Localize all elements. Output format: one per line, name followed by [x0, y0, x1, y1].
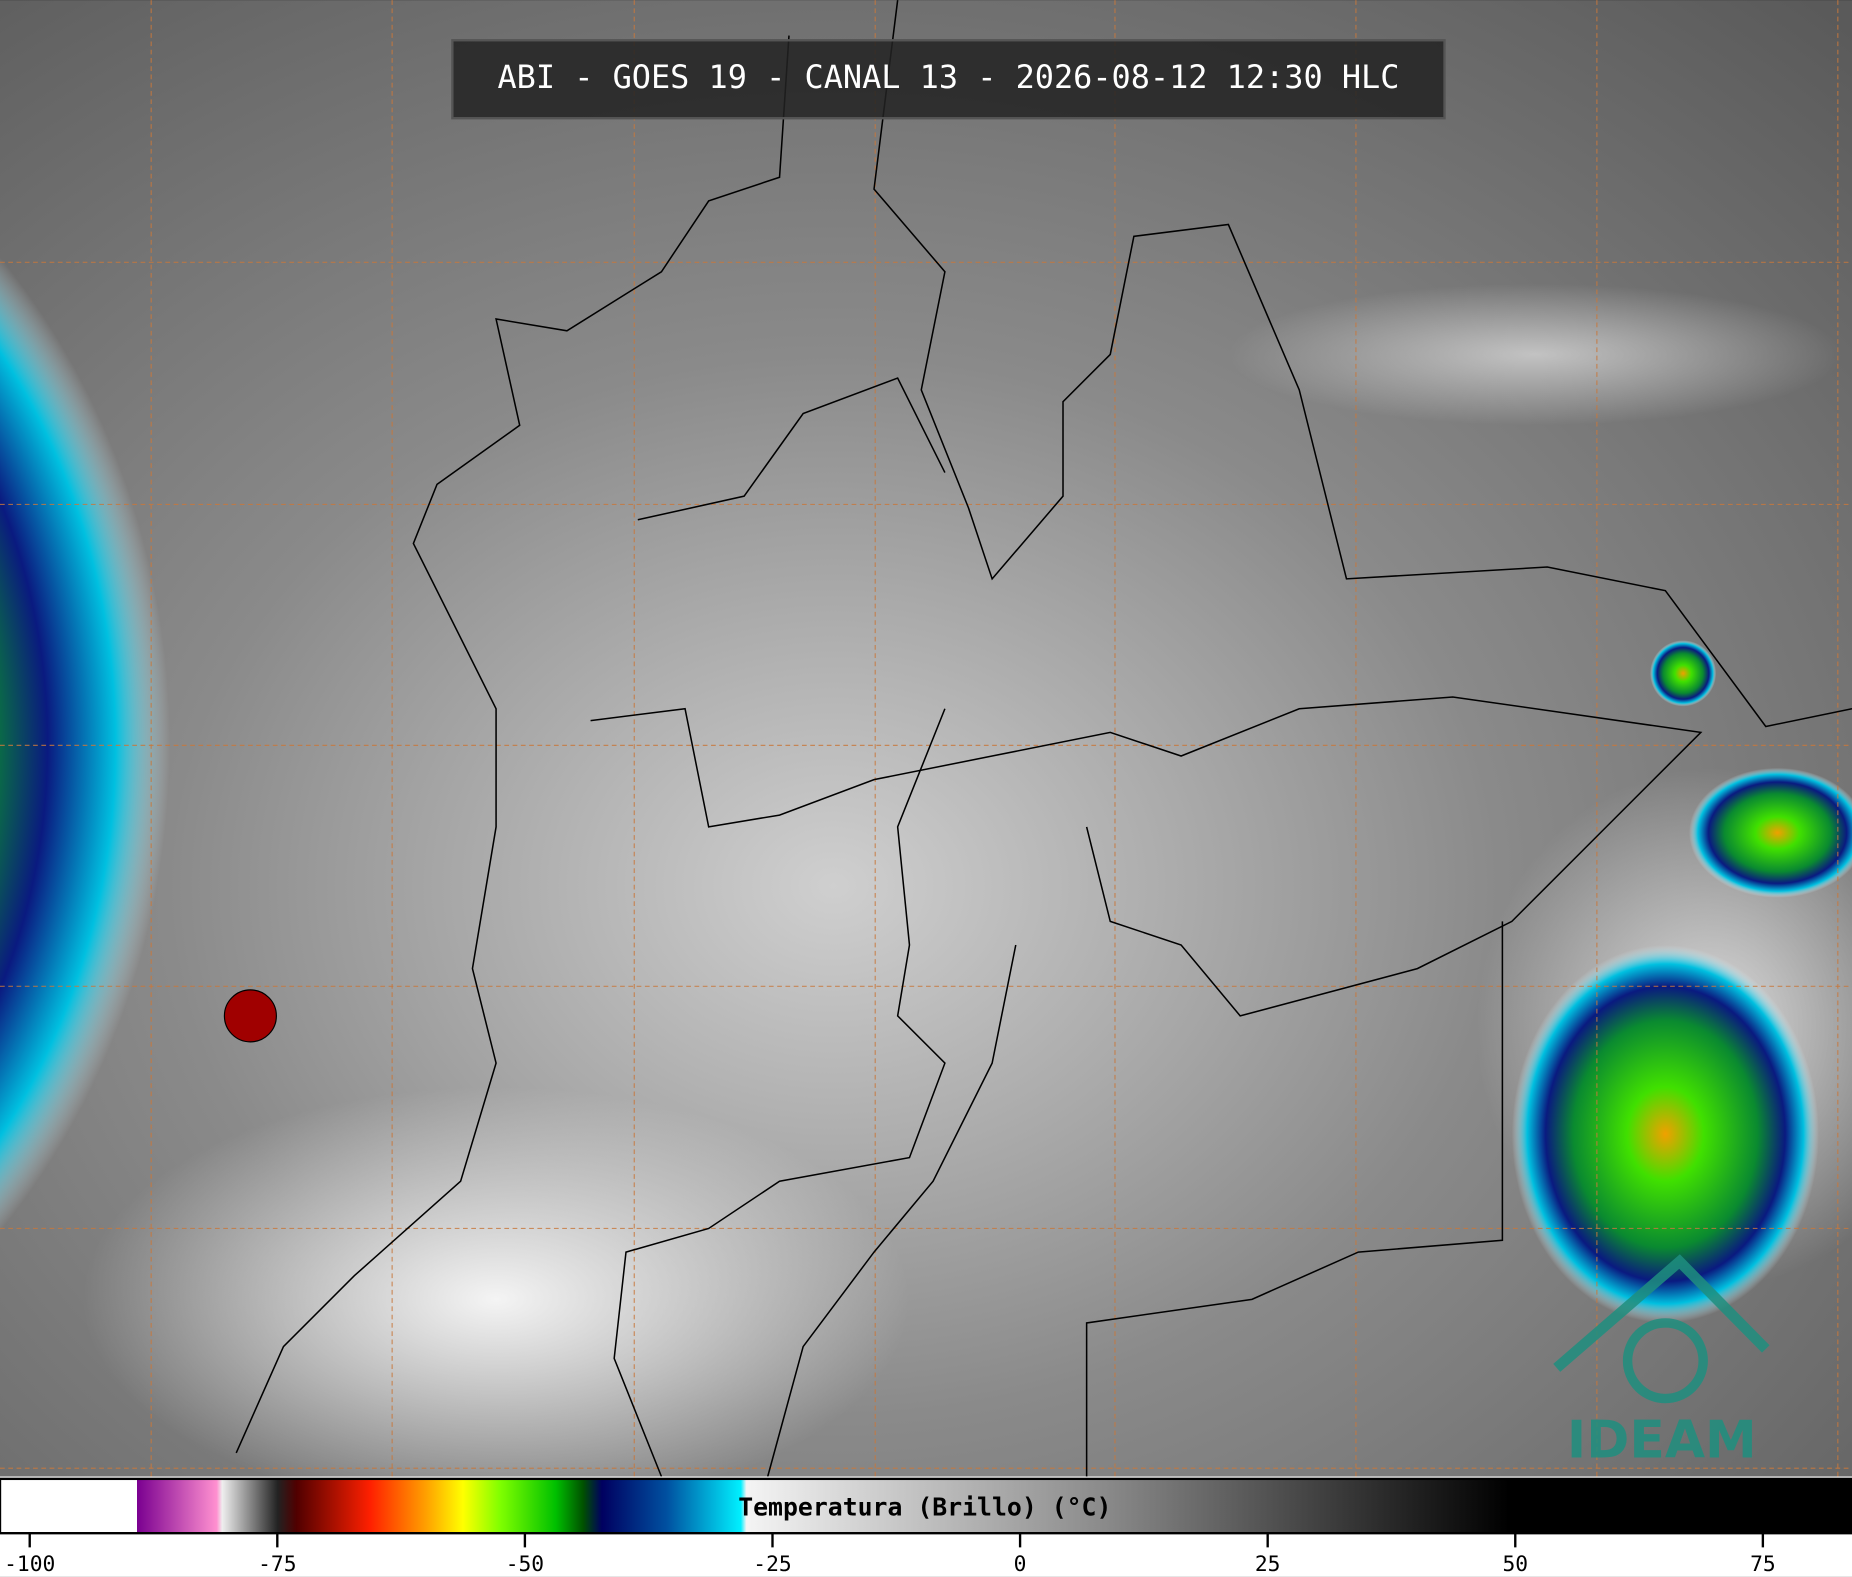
borders: [235, 0, 1852, 1477]
tick-label: 50: [1502, 1552, 1528, 1577]
colorbar: [0, 1477, 1852, 1535]
storm-cell: [1650, 640, 1717, 707]
colorbar-ticks: -100 -75 -50 -25 0 25 50 75: [4, 1533, 1776, 1577]
title: ABI - GOES 19 - CANAL 13 - 2026-08-12 12…: [497, 58, 1399, 96]
title-box: [451, 39, 1446, 120]
storm-cell: [1689, 767, 1852, 898]
tick-label: 75: [1750, 1552, 1776, 1577]
lat-lon-grid: [0, 0, 1852, 1477]
logo-text: IDEAM: [1567, 1410, 1757, 1470]
logo: IDEAM: [1553, 1254, 1770, 1470]
tick-label: -25: [753, 1552, 791, 1577]
tick-label: -75: [258, 1552, 296, 1577]
tick-label: 0: [1014, 1552, 1027, 1577]
colorbar-label: Temperatura (Brillo) (°C): [738, 1492, 1111, 1521]
storm-cell: [1511, 944, 1819, 1323]
tick-label: -50: [506, 1552, 544, 1577]
tick-label: 25: [1255, 1552, 1281, 1577]
logo-swirl: [1622, 1318, 1708, 1404]
storm-cell: [0, 130, 567, 1359]
storm-cell: [223, 989, 277, 1043]
tick-label: -100: [4, 1552, 55, 1577]
logo-roof: [1553, 1254, 1770, 1372]
cloud: [1228, 283, 1843, 426]
